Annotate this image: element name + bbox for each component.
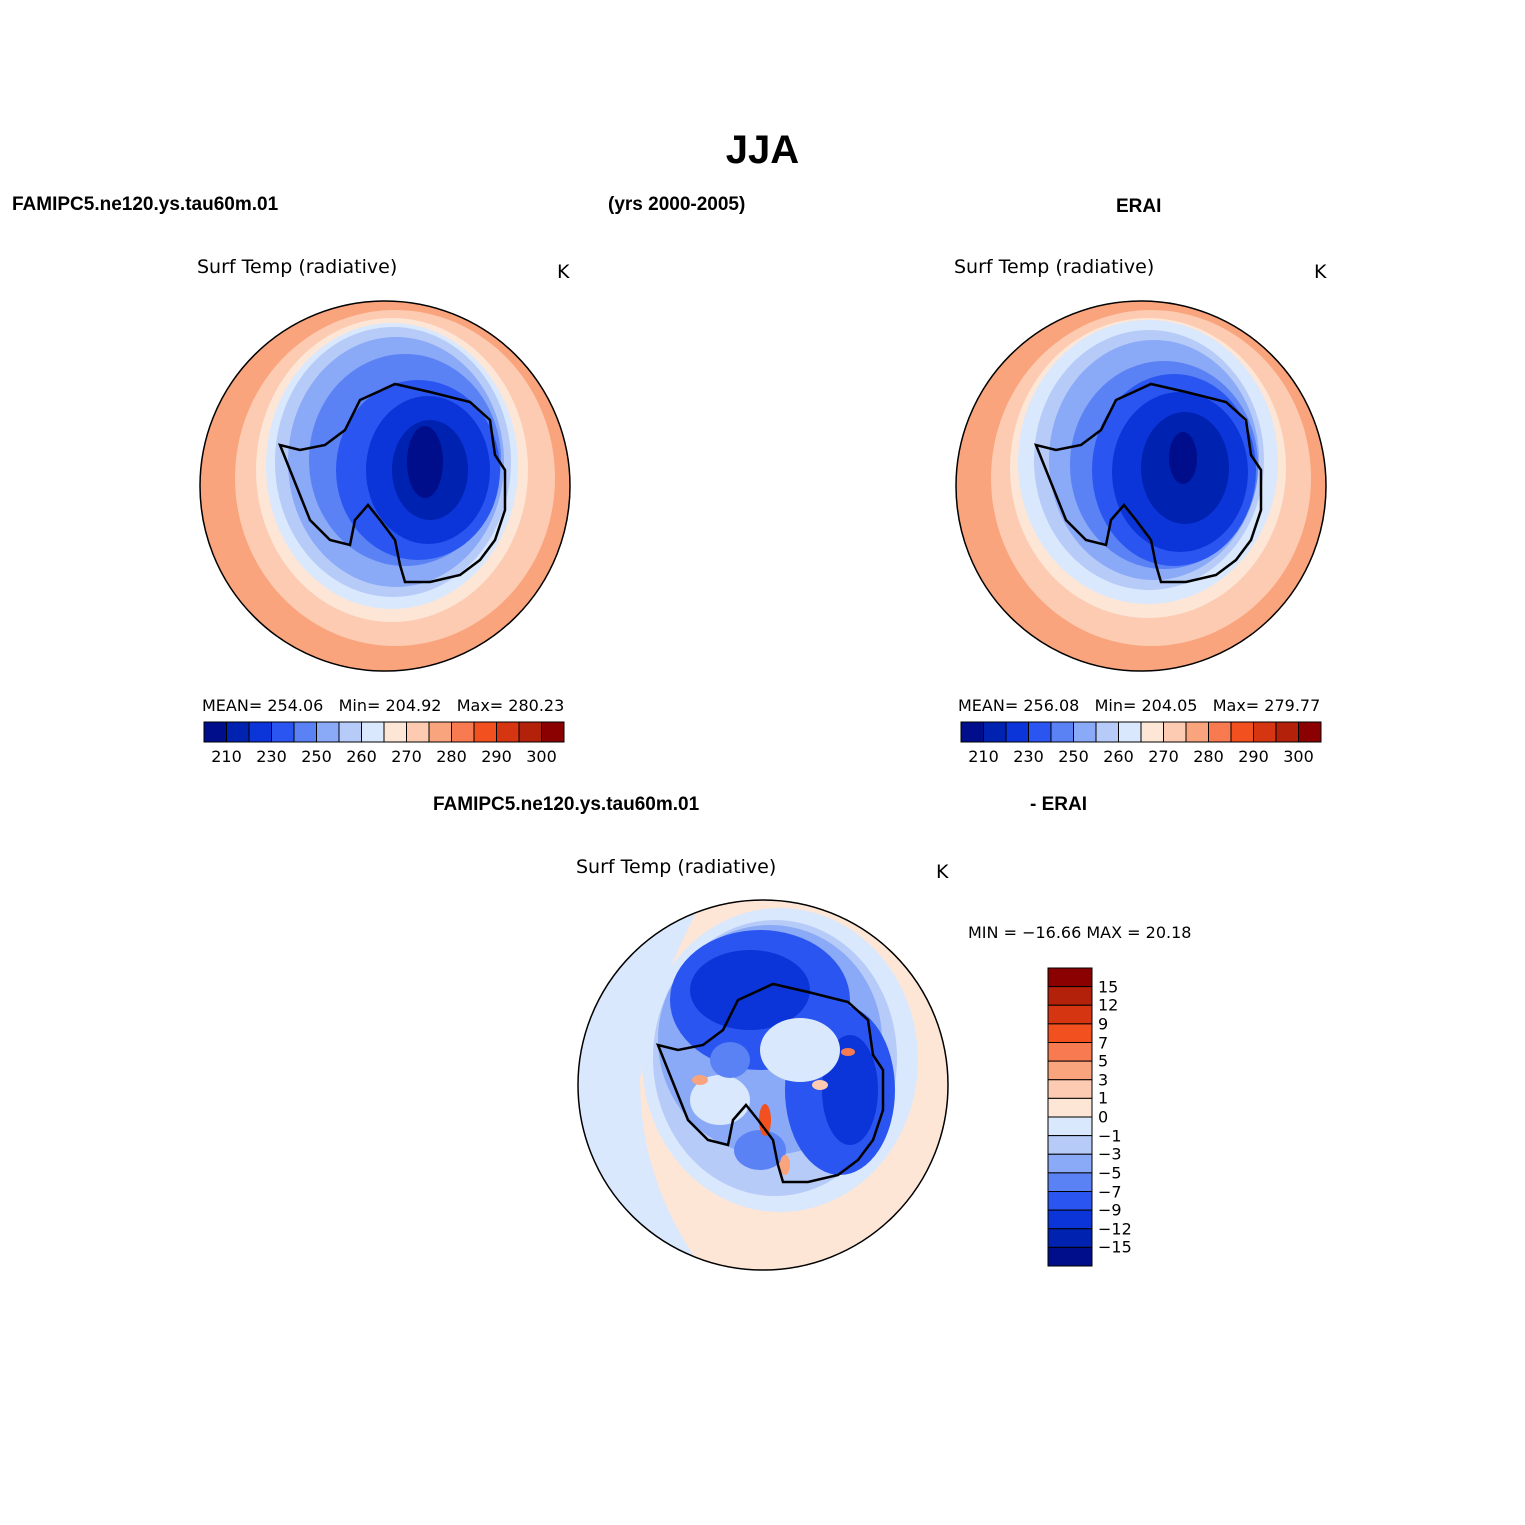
years-label: (yrs 2000-2005) (608, 194, 746, 215)
obs-mean-label: MEAN= (958, 696, 1019, 715)
diff-map-border (577, 899, 949, 1271)
diff-colorbar-box (1047, 1172, 1093, 1192)
obs-map-border (955, 300, 1327, 672)
obs-colorbar-label: 290 (1238, 747, 1269, 766)
obs-colorbar-label: 230 (1013, 747, 1044, 766)
model-stats: MEAN= 254.06 Min= 204.92 Max= 280.23 (202, 696, 564, 715)
model-colorbar-label: 270 (391, 747, 422, 766)
diff-colorbar-box (1047, 967, 1093, 988)
diff-colorbar-label: −12 (1098, 1219, 1132, 1239)
obs-min-value: 204.05 (1141, 696, 1198, 715)
model-colorbar-labels: 210 230 250 260 270 280 290 300 (204, 747, 564, 767)
diff-colorbar-label: −9 (1098, 1200, 1122, 1220)
model-colorbar-label: 300 (526, 747, 557, 766)
diff-colorbar-box (1047, 1004, 1093, 1025)
diff-colorbar-box (1047, 1060, 1093, 1081)
model-mean-value: 254.06 (267, 696, 324, 715)
diff-ref-label: - ERAI (1030, 794, 1087, 815)
obs-stats: MEAN= 256.08 Min= 204.05 Max= 279.77 (958, 696, 1320, 715)
obs-colorbar-label: 210 (968, 747, 999, 766)
model-max-value: 280.23 (508, 696, 565, 715)
diff-colorbar-box (1047, 1153, 1093, 1174)
obs-units: K (1314, 261, 1327, 283)
model-mean-label: MEAN= (202, 696, 263, 715)
obs-case-label: ERAI (1116, 196, 1162, 217)
diff-temperature-field (578, 900, 948, 1270)
diff-colorbar-labels: 15 12 9 7 5 3 1 0 −1 −3 −5 −7 −9 −12 −15 (1098, 968, 1158, 1266)
model-antarctica-coastline (277, 382, 507, 584)
diff-colorbar-box (1047, 1228, 1093, 1248)
obs-colorbar-label: 260 (1103, 747, 1134, 766)
obs-colorbar-label: 250 (1058, 747, 1089, 766)
obs-variable-title: Surf Temp (radiative) (954, 256, 1155, 278)
model-min-label: Min= (338, 696, 381, 715)
diff-colorbar-box (1047, 1209, 1093, 1230)
diff-colorbar-label: 0 (1098, 1107, 1109, 1127)
diff-colorbar-label: 9 (1098, 1014, 1109, 1034)
diff-colorbar-label: −5 (1098, 1163, 1122, 1183)
model-colorbar-box (541, 721, 565, 743)
model-colorbar-label: 260 (346, 747, 377, 766)
obs-colorbar-label: 300 (1283, 747, 1314, 766)
model-colorbar-label: 210 (211, 747, 242, 766)
diff-variable-title: Surf Temp (radiative) (576, 856, 777, 878)
diff-colorbar-box (1047, 1042, 1093, 1062)
diff-case-label: FAMIPC5.ne120.ys.tau60m.01 (433, 794, 700, 815)
model-min-value: 204.92 (385, 696, 442, 715)
model-colorbar (203, 721, 565, 743)
model-colorbar-label: 290 (481, 747, 512, 766)
obs-antarctica-coastline (1033, 382, 1263, 584)
obs-max-label: Max= (1212, 696, 1260, 715)
diff-colorbar-label: 5 (1098, 1051, 1109, 1071)
obs-colorbar-box (1298, 721, 1322, 743)
diff-colorbar-label: 12 (1098, 995, 1119, 1015)
model-temperature-field (200, 301, 570, 671)
diff-colorbar-label: 15 (1098, 977, 1119, 997)
diff-colorbar-box (1047, 1191, 1093, 1211)
diff-colorbar-label: 7 (1098, 1033, 1109, 1052)
diff-colorbar-box (1047, 1097, 1093, 1118)
diff-colorbar-box (1047, 986, 1093, 1006)
diff-antarctica-coastline (655, 982, 885, 1184)
diff-colorbar-box (1047, 1116, 1093, 1137)
obs-temperature-field (956, 301, 1326, 671)
diff-colorbar-label: 3 (1098, 1070, 1109, 1090)
model-case-label: FAMIPC5.ne120.ys.tau60m.01 (12, 194, 279, 215)
model-units: K (557, 261, 570, 283)
diff-minmax: MIN = −16.66 MAX = 20.18 (968, 923, 1192, 942)
model-colorbar-label: 280 (436, 747, 467, 766)
diff-colorbar (1047, 967, 1093, 1267)
diff-colorbar-box (1047, 1023, 1093, 1043)
model-colorbar-label: 250 (301, 747, 332, 766)
obs-colorbar-label: 280 (1193, 747, 1224, 766)
obs-min-label: Min= (1094, 696, 1137, 715)
obs-colorbar-labels: 210 230 250 260 270 280 290 300 (961, 747, 1321, 767)
diff-colorbar-label: 1 (1098, 1088, 1109, 1108)
obs-colorbar-label: 270 (1148, 747, 1179, 766)
diff-colorbar-label: −7 (1098, 1182, 1122, 1201)
figure-title: JJA (725, 128, 800, 172)
diff-units: K (936, 861, 949, 883)
diff-colorbar-label: −15 (1098, 1237, 1132, 1257)
diff-colorbar-label: −1 (1098, 1126, 1122, 1146)
diff-colorbar-box (1047, 1079, 1093, 1099)
diff-colorbar-box (1047, 1135, 1093, 1155)
model-map-border (199, 300, 571, 672)
diff-colorbar-box (1047, 1246, 1093, 1267)
model-colorbar-label: 230 (256, 747, 287, 766)
obs-mean-value: 256.08 (1023, 696, 1080, 715)
obs-max-value: 279.77 (1264, 696, 1321, 715)
model-max-label: Max= (456, 696, 504, 715)
obs-colorbar (960, 721, 1322, 743)
diff-colorbar-label: −3 (1098, 1144, 1122, 1164)
model-variable-title: Surf Temp (radiative) (197, 256, 398, 278)
